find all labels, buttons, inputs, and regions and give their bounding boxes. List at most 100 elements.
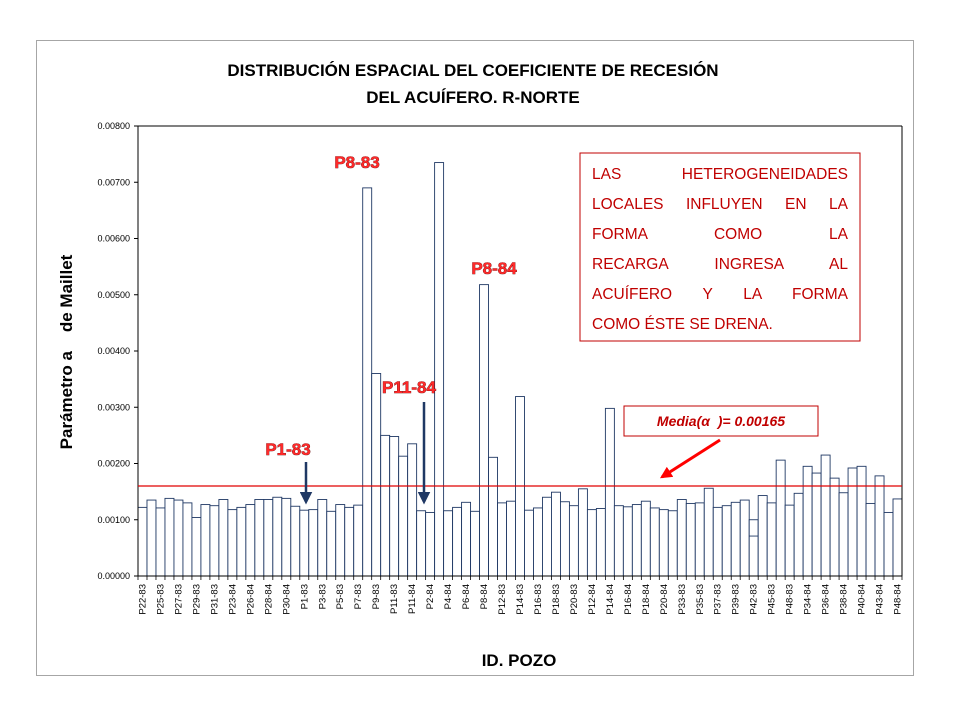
bar-68 <box>748 519 759 577</box>
bar-37 <box>470 510 481 577</box>
x-tick-label-12: P26-84 <box>245 584 256 615</box>
bar-78 <box>838 492 849 577</box>
x-tick-label-0: P22-83 <box>137 584 148 615</box>
bar-61 <box>685 502 696 577</box>
bar-66 <box>730 501 741 577</box>
bar-4 <box>173 499 184 577</box>
x-axis-title: ID. POZO <box>482 651 557 670</box>
x-tick-label-72: P48-83 <box>785 584 796 615</box>
bar-30 <box>407 443 418 577</box>
bar-21 <box>326 510 337 577</box>
bar-59 <box>667 510 678 577</box>
x-tick-label-20: P3-83 <box>317 584 328 609</box>
bar-74 <box>802 465 813 577</box>
bar-10 <box>227 509 238 577</box>
bar-63 <box>703 487 714 577</box>
bar-13 <box>254 499 265 577</box>
plot-area: 0.00000 0.00100 0.00200 0.00300 0.00400 0.005… <box>97 121 903 615</box>
bar-25 <box>362 187 373 577</box>
x-tick-label-50: P12-84 <box>587 584 598 615</box>
x-tick-label-34: P4-84 <box>443 584 454 609</box>
callout-p1-83: P1-83 <box>265 440 310 459</box>
x-tick-label-54: P16-84 <box>623 584 634 615</box>
x-tick-label-4: P27-83 <box>173 584 184 615</box>
bar-38 <box>479 284 489 577</box>
x-tick-label-78: P38-84 <box>839 584 850 615</box>
chart-subtitle: DEL ACUÍFERO. R-NORTE <box>366 88 579 107</box>
bar-76 <box>820 454 831 577</box>
x-tick-label-36: P6-84 <box>461 584 472 609</box>
bar-2 <box>155 507 166 577</box>
note-line-4: ACUÍFERO Y LA FORMA <box>592 286 849 303</box>
bar-71 <box>775 459 786 577</box>
mean-label: Media(α )= 0.00165 <box>657 413 785 429</box>
bar-20 <box>317 499 328 577</box>
x-tick-label-74: P34-84 <box>803 584 814 615</box>
callout-p8-83: P8-83 <box>334 153 379 172</box>
bar-34 <box>443 510 454 577</box>
bar-69 <box>757 495 768 577</box>
bar-51 <box>595 508 606 577</box>
bar-7 <box>200 504 211 577</box>
bar-53 <box>613 505 624 577</box>
x-tick-label-14: P28-84 <box>263 584 274 615</box>
y-tick-label-1: 0.00100 <box>97 515 130 525</box>
x-tick-label-76: P36-84 <box>821 584 832 615</box>
bar-39 <box>488 456 498 577</box>
x-tick-label-30: P11-84 <box>407 584 418 614</box>
bar-28 <box>389 436 400 577</box>
note-box-border <box>579 152 861 342</box>
x-tick-label-44: P16-83 <box>533 584 544 615</box>
x-tick-label-38: P8-84 <box>479 584 490 609</box>
bar-12 <box>245 504 256 577</box>
bar-60 <box>676 499 687 577</box>
note-line-0: LAS HETEROGENEIDADES <box>592 166 848 183</box>
x-tick-label-16: P30-84 <box>281 584 292 615</box>
bar-84 <box>892 498 903 577</box>
y-tick-label-6: 0.00600 <box>97 234 130 244</box>
bar-75 <box>811 472 822 577</box>
bar-43 <box>524 509 534 577</box>
bar-82 <box>874 475 885 577</box>
bar-65 <box>721 505 732 577</box>
y-tick-label-0: 0.00000 <box>97 571 130 581</box>
x-tick-label-32: P2-84 <box>425 584 436 609</box>
x-tick-label-24: P7-83 <box>353 584 364 609</box>
bar-64 <box>712 506 723 577</box>
x-tick-label-46: P18-83 <box>551 584 562 615</box>
bar-80 <box>856 465 867 577</box>
x-tick-label-68: P42-83 <box>749 584 760 615</box>
bar-79 <box>847 467 858 577</box>
bar-35 <box>452 506 463 577</box>
mean-label-box <box>623 405 819 437</box>
x-tick-label-60: P33-83 <box>677 584 688 615</box>
bar-57 <box>649 507 660 577</box>
bar-83 <box>883 511 894 577</box>
note-line-2: FORMA COMO LA <box>592 226 849 243</box>
bar-58 <box>658 509 669 577</box>
bar-54 <box>622 506 633 577</box>
chart-title: DISTRIBUCIÓN ESPACIAL DEL COEFICIENTE DE… <box>227 61 718 80</box>
bar-27 <box>380 434 391 577</box>
bar-41 <box>506 500 516 577</box>
x-tick-label-66: P39-83 <box>731 584 742 615</box>
y-axis-title: Parámetro a de Maillet <box>57 254 76 449</box>
x-tick-label-28: P11-83 <box>389 584 400 614</box>
callout-p8-84: P8-84 <box>471 259 517 278</box>
bar-23 <box>344 506 355 577</box>
bar-47 <box>559 501 570 577</box>
bar-32 <box>425 511 436 577</box>
x-tick-label-6: P29-83 <box>191 584 202 615</box>
bar-0 <box>137 506 148 577</box>
bar-40 <box>497 502 507 577</box>
bar-73 <box>793 492 804 577</box>
bar-24 <box>353 504 364 577</box>
x-tick-label-62: P35-83 <box>695 584 706 615</box>
x-tick-label-10: P23-84 <box>227 584 238 615</box>
x-tick-label-18: P1-83 <box>299 584 310 609</box>
y-tick-label-7: 0.00700 <box>97 177 130 187</box>
y-tick-label-2: 0.00200 <box>97 459 130 469</box>
y-tick-label-4: 0.00400 <box>97 346 130 356</box>
bar-14 <box>263 499 274 577</box>
